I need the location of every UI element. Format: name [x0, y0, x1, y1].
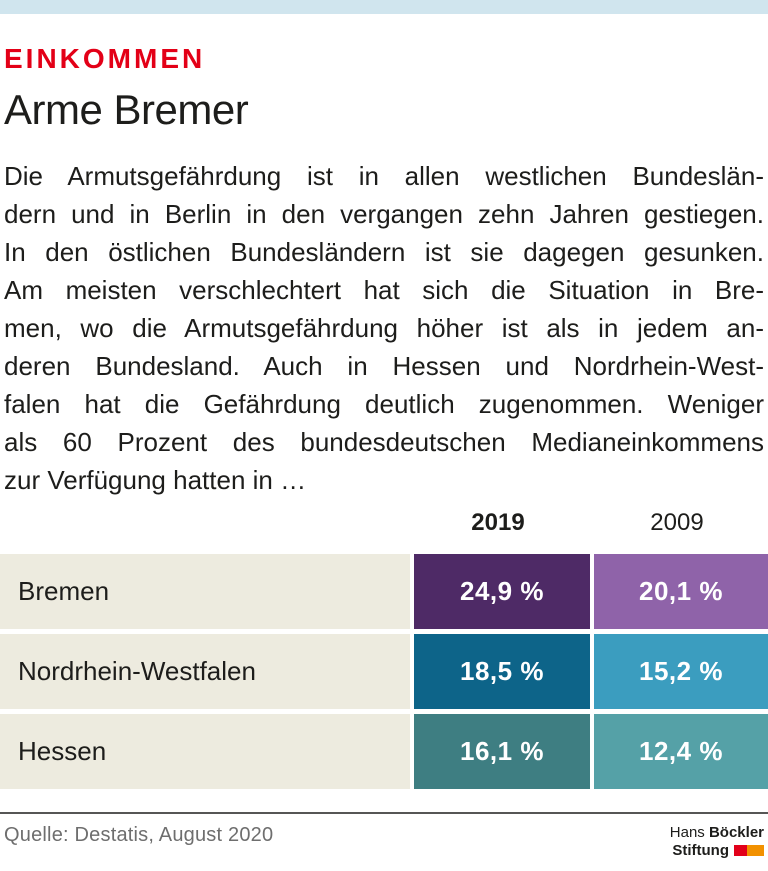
top-accent-bar [0, 0, 768, 14]
article-line: In den östlichen Bundesländern ist sie d… [4, 236, 764, 267]
article-line: zur Verfügung hatten in … [4, 464, 307, 495]
article-line: deren Bundesland. Auch in Hessen und Nor… [4, 350, 764, 381]
value-cell-2009: 15,2 % [594, 633, 768, 709]
article-line: dern und in Berlin in den vergangen zehn… [4, 198, 764, 229]
data-table: 2019 2009 Bremen 24,9 % 20,1 % Nordrhein… [0, 509, 768, 789]
table-header-row: 2019 2009 [0, 509, 768, 537]
table-row: Hessen 16,1 % 12,4 % [0, 713, 768, 789]
article-line: Am meisten verschlechtert hat sich die S… [4, 274, 764, 305]
page-title: Arme Bremer [4, 85, 249, 133]
brand-mark-icon [734, 845, 764, 857]
value-cell-2019: 18,5 % [414, 633, 590, 709]
table-row: Bremen 24,9 % 20,1 % [0, 553, 768, 629]
col-header-2009: 2009 [650, 508, 704, 536]
footer-rule [0, 811, 768, 814]
table-row: Nordrhein-Westfalen 18,5 % 15,2 % [0, 633, 768, 709]
table-body: Bremen 24,9 % 20,1 % Nordrhein-Westfalen… [0, 553, 768, 789]
article-line: Die Armutsgefährdung ist in allen westli… [4, 160, 764, 191]
col-header-2019: 2019 [471, 508, 525, 536]
kicker: EINKOMMEN [4, 43, 206, 74]
row-label-cell: Bremen [0, 553, 410, 629]
row-label-cell: Nordrhein-Westfalen [0, 633, 410, 709]
content-area: EINKOMMEN Arme Bremer Die Armutsgefährdu… [0, 43, 768, 499]
article-line: als 60 Prozent des bundesdeutschen Media… [4, 426, 764, 457]
brand-name-line1: Hans Böckler [669, 823, 764, 841]
value-cell-2019: 16,1 % [414, 713, 590, 789]
value-cell-2019: 24,9 % [414, 553, 590, 629]
footer: Quelle: Destatis, August 2020 Hans Böckl… [0, 814, 768, 860]
article-line: men, wo die Armutsgefährdung höher ist a… [4, 312, 764, 343]
article-text: Die Armutsgefährdung ist in allen westli… [4, 157, 764, 499]
row-label-cell: Hessen [0, 713, 410, 789]
value-cell-2009: 12,4 % [594, 713, 768, 789]
source-text: Quelle: Destatis, August 2020 [4, 823, 274, 846]
brand-logo: Hans Böckler Stiftung [670, 824, 764, 860]
value-cell-2009: 20,1 % [594, 553, 768, 629]
article-line: falen hat die Gefährdung deutlich zugeno… [4, 388, 764, 419]
brand-name-line2: Stiftung [670, 842, 764, 860]
